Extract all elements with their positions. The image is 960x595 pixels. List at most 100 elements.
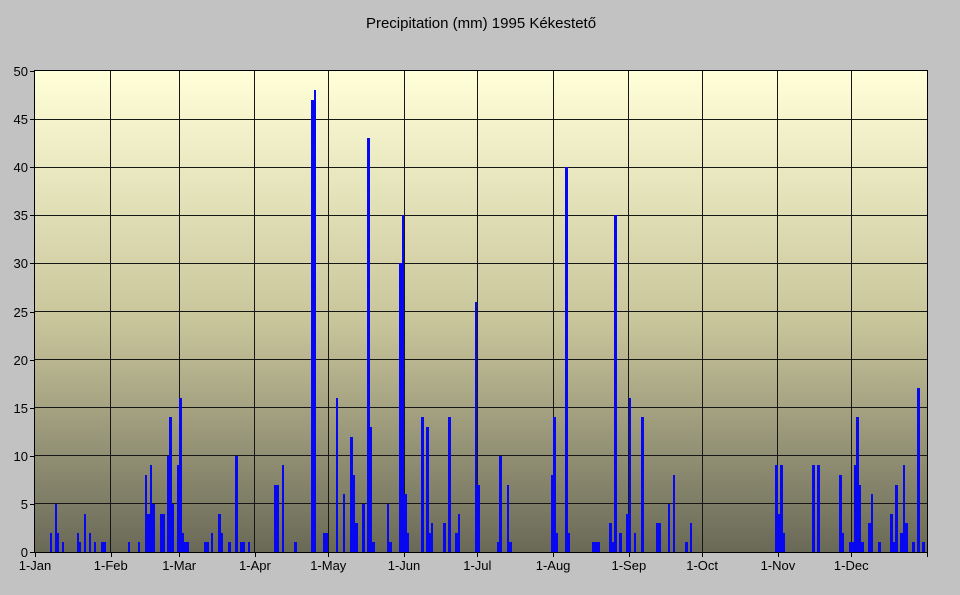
v-gridline bbox=[850, 71, 852, 552]
precipitation-bar bbox=[614, 215, 617, 552]
precipitation-bar bbox=[633, 532, 637, 552]
h-gridline bbox=[35, 503, 927, 505]
y-tick-mark bbox=[30, 215, 35, 217]
precipitation-bar bbox=[455, 532, 458, 552]
precipitation-bar bbox=[474, 301, 478, 552]
x-tick-mark bbox=[927, 552, 928, 557]
x-tick-mark bbox=[110, 552, 112, 557]
precipitation-bar bbox=[325, 532, 329, 552]
h-gridline bbox=[35, 214, 927, 216]
precipitation-bar bbox=[169, 417, 172, 552]
h-gridline bbox=[35, 359, 927, 361]
precipitation-bar bbox=[900, 532, 903, 552]
precipitation-bar bbox=[506, 484, 510, 552]
precipitation-bar bbox=[856, 417, 859, 552]
precipitation-bar bbox=[457, 513, 461, 552]
v-gridline bbox=[777, 71, 779, 552]
precipitation-bar bbox=[868, 523, 871, 552]
precipitation-bar bbox=[350, 436, 353, 552]
precipitation-bar bbox=[477, 484, 480, 552]
precipitation-bar bbox=[550, 475, 554, 552]
precipitation-bar bbox=[355, 523, 358, 552]
precipitation-bar bbox=[895, 484, 898, 552]
precipitation-bar bbox=[553, 417, 556, 552]
y-tick-mark bbox=[30, 359, 35, 361]
precipitation-bar bbox=[137, 542, 141, 552]
x-tick-label: 1-Apr bbox=[239, 558, 271, 573]
x-tick-mark bbox=[404, 552, 406, 557]
precipitation-bar bbox=[421, 417, 424, 552]
precipitation-bar bbox=[430, 523, 434, 552]
y-tick-mark bbox=[30, 503, 35, 505]
precipitation-bar bbox=[294, 542, 297, 552]
precipitation-bar bbox=[839, 475, 842, 552]
precipitation-bar bbox=[152, 503, 155, 552]
x-tick-mark bbox=[851, 552, 853, 557]
precipitation-bar bbox=[76, 532, 80, 552]
precipitation-bar bbox=[181, 532, 185, 552]
precipitation-bar bbox=[658, 523, 661, 552]
precipitation-bar bbox=[870, 494, 874, 552]
y-tick-label: 45 bbox=[13, 112, 28, 128]
precipitation-bar bbox=[858, 484, 862, 552]
precipitation-bar bbox=[78, 542, 82, 552]
precipitation-bar bbox=[619, 532, 622, 552]
precipitation-bar bbox=[389, 542, 392, 552]
precipitation-bar bbox=[628, 398, 632, 552]
precipitation-bar bbox=[311, 99, 314, 552]
precipitation-bar bbox=[206, 542, 209, 552]
precipitation-bar bbox=[685, 542, 688, 552]
precipitation-bar bbox=[210, 532, 214, 552]
precipitation-bar bbox=[499, 455, 502, 552]
precipitation-bar bbox=[56, 532, 60, 552]
precipitation-bar bbox=[555, 532, 559, 552]
v-gridline bbox=[254, 71, 256, 552]
precipitation-bar bbox=[890, 513, 893, 552]
v-gridline bbox=[552, 71, 554, 552]
y-tick-label: 50 bbox=[13, 64, 28, 79]
y-tick-mark bbox=[30, 167, 35, 169]
precipitation-bar bbox=[61, 542, 65, 552]
precipitation-bar bbox=[235, 455, 238, 552]
x-tick-label: 1-May bbox=[310, 558, 347, 573]
precipitation-bar bbox=[851, 542, 854, 552]
y-tick-label: 5 bbox=[20, 496, 28, 512]
x-tick-mark bbox=[328, 552, 330, 557]
precipitation-bar bbox=[626, 513, 629, 552]
x-tick-label: 1-Jan bbox=[18, 558, 52, 573]
precipitation-bar bbox=[281, 465, 285, 552]
precipitation-bar bbox=[672, 475, 676, 552]
precipitation-bar bbox=[276, 484, 280, 552]
precipitation-bar bbox=[127, 542, 131, 552]
precipitation-bar bbox=[641, 417, 644, 552]
precipitation-bar bbox=[667, 503, 671, 552]
precipitation-bar bbox=[144, 475, 148, 552]
precipitation-bar bbox=[448, 417, 451, 552]
x-tick-mark bbox=[477, 552, 479, 557]
x-tick-label: 1-Sep bbox=[611, 558, 647, 573]
precipitation-bar bbox=[401, 215, 405, 552]
x-tick-label: 1-Mar bbox=[162, 558, 197, 573]
y-tick-mark bbox=[30, 71, 35, 72]
precipitation-bar bbox=[274, 484, 277, 552]
v-gridline bbox=[327, 71, 329, 552]
h-gridline bbox=[35, 166, 927, 168]
precipitation-bar bbox=[242, 542, 246, 552]
x-tick-label: 1-Jul bbox=[463, 558, 492, 573]
precipitation-bar bbox=[848, 542, 852, 552]
precipitation-bar bbox=[186, 542, 190, 552]
precipitation-bar bbox=[313, 90, 317, 552]
precipitation-bar bbox=[171, 503, 175, 552]
precipitation-bar bbox=[218, 513, 221, 552]
precipitation-bar bbox=[399, 263, 402, 552]
precipitation-bar bbox=[853, 465, 857, 552]
y-tick-label: 30 bbox=[13, 256, 28, 272]
h-gridline bbox=[35, 118, 927, 120]
x-tick-label: 1-Feb bbox=[93, 558, 128, 573]
y-tick-label: 0 bbox=[20, 545, 28, 560]
precipitation-bar bbox=[428, 532, 431, 552]
precipitation-bar bbox=[817, 465, 820, 552]
x-tick-mark bbox=[553, 552, 555, 557]
precipitation-bar bbox=[597, 542, 600, 552]
y-tick-mark bbox=[30, 263, 35, 265]
